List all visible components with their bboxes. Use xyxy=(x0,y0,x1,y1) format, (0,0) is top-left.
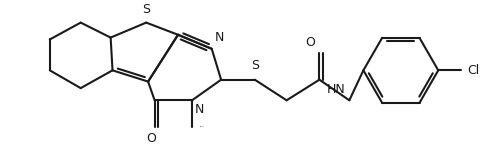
Text: O: O xyxy=(304,36,314,49)
Text: S: S xyxy=(250,59,258,72)
Text: Cl: Cl xyxy=(466,64,479,77)
Text: HN: HN xyxy=(326,83,345,96)
Text: methyl: methyl xyxy=(199,126,204,127)
Text: S: S xyxy=(142,3,150,16)
Text: O: O xyxy=(146,132,155,145)
Text: N: N xyxy=(214,31,224,44)
Text: N: N xyxy=(195,103,204,116)
